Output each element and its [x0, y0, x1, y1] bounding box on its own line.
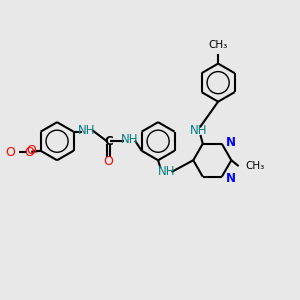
- Text: NH: NH: [121, 133, 138, 146]
- Text: N: N: [226, 172, 236, 185]
- Text: C: C: [104, 135, 113, 148]
- Text: N: N: [226, 136, 236, 149]
- Text: NH: NH: [158, 166, 175, 178]
- Text: O: O: [26, 144, 36, 157]
- Text: CH₃: CH₃: [245, 161, 264, 171]
- Text: O: O: [103, 154, 113, 168]
- Text: O: O: [25, 146, 34, 159]
- Text: NH: NH: [78, 124, 96, 137]
- Text: CH₃: CH₃: [208, 40, 228, 50]
- Text: NH: NH: [190, 124, 207, 137]
- Text: O: O: [5, 146, 15, 159]
